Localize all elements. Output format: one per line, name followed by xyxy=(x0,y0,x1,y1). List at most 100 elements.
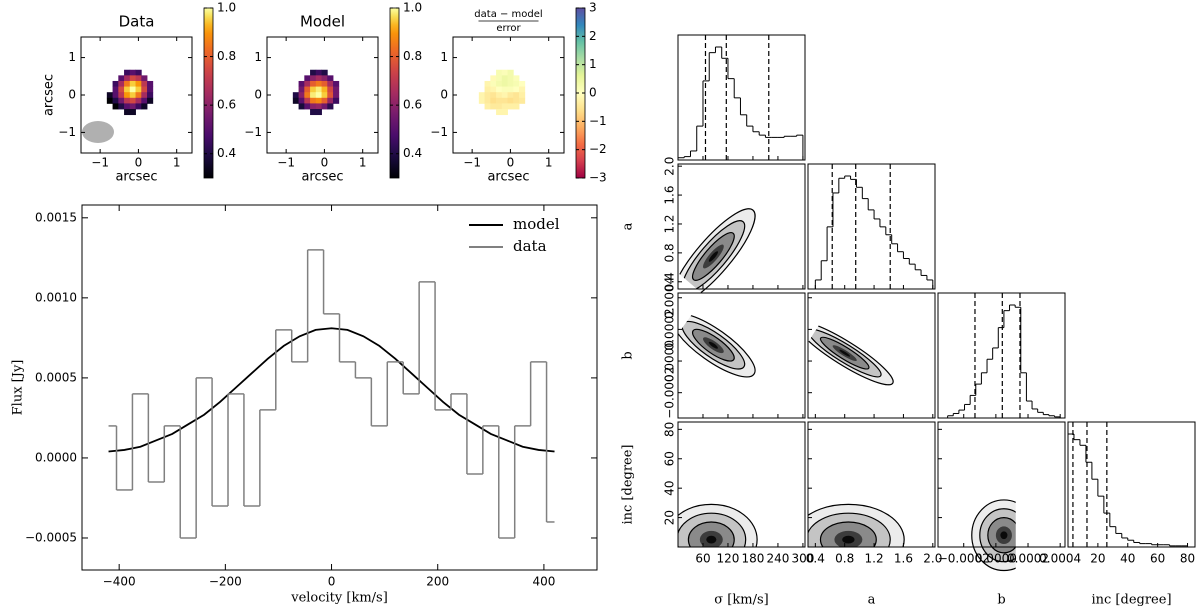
colorbar-tick-label: −2 xyxy=(589,142,607,156)
x-tick-label: 1.6 xyxy=(894,552,913,566)
pixel xyxy=(513,97,520,104)
pixel xyxy=(496,75,503,82)
pixel xyxy=(118,86,125,93)
pixel xyxy=(315,92,322,99)
pixel xyxy=(496,86,503,93)
colorbar-tick-label: 0.4 xyxy=(217,146,236,160)
pixel xyxy=(333,80,340,87)
x-tick-label: 0.8 xyxy=(835,552,854,566)
x-tick-label: 120 xyxy=(717,552,740,566)
y-axis-label: a xyxy=(621,222,636,230)
pixel xyxy=(124,80,131,87)
density-contour xyxy=(1000,531,1008,540)
x-tick-label: −1 xyxy=(91,156,109,170)
histogram-risers xyxy=(947,305,1061,418)
pixel xyxy=(118,103,125,110)
pixel xyxy=(135,103,142,110)
x-tick-label: −1 xyxy=(463,156,481,170)
pixel xyxy=(315,69,322,76)
pixel xyxy=(129,69,136,76)
pixel xyxy=(129,80,136,87)
y-tick-label: −1 xyxy=(244,125,262,139)
x-tick-label: −400 xyxy=(103,575,136,589)
pixel xyxy=(484,92,491,99)
pixel xyxy=(310,92,317,99)
pixel xyxy=(147,80,154,87)
y-tick-label: 1 xyxy=(440,50,448,64)
pixel xyxy=(304,97,311,104)
y-tick-label: 0.0004 xyxy=(663,277,677,319)
y-tick-label: 20 xyxy=(663,510,677,525)
pixel xyxy=(501,92,508,99)
x-axis-label: inc [degree] xyxy=(1091,593,1171,608)
density-contour xyxy=(708,341,718,349)
pixel xyxy=(135,80,142,87)
pixel xyxy=(135,92,142,99)
x-tick-label: 0 xyxy=(507,156,515,170)
pixel xyxy=(484,97,491,104)
colorbar xyxy=(389,7,400,179)
pixel xyxy=(292,92,299,99)
colorbar-tick-label: 0.4 xyxy=(403,146,422,160)
y-tick-label: 0.0002 xyxy=(663,308,677,350)
legend-label: model xyxy=(513,215,560,233)
pixel xyxy=(124,86,131,93)
pixel xyxy=(507,97,514,104)
title-denominator: error xyxy=(496,23,521,34)
pixel xyxy=(513,92,520,99)
pixel xyxy=(141,92,148,99)
colorbar-tick-label: 1 xyxy=(589,57,597,71)
pixel xyxy=(129,86,136,93)
pixel xyxy=(490,80,497,87)
pixel xyxy=(118,97,125,104)
y-tick-label: 0 xyxy=(68,88,76,102)
pixel xyxy=(513,86,520,93)
pixel xyxy=(501,103,508,110)
pixel xyxy=(484,103,491,110)
x-axis-label: a xyxy=(868,593,876,608)
pixel xyxy=(298,97,305,104)
colorbar-tick-label: 2 xyxy=(589,29,597,43)
pixel xyxy=(321,69,328,76)
pixel xyxy=(490,92,497,99)
pixel xyxy=(496,69,503,76)
x-axis-label: arcsec xyxy=(487,170,529,185)
x-tick-label: 0.0000 xyxy=(975,552,1017,566)
pixel xyxy=(124,97,131,104)
pixel xyxy=(315,80,322,87)
pixel xyxy=(112,80,119,87)
pixel xyxy=(327,86,334,93)
panel-frame xyxy=(1067,421,1196,548)
y-tick-label: 0 xyxy=(440,88,448,102)
y-tick-label: 1 xyxy=(254,50,262,64)
y-axis-label: b xyxy=(621,351,636,359)
pixel xyxy=(507,80,514,87)
colorbar xyxy=(203,7,214,179)
pixel xyxy=(321,80,328,87)
pixel xyxy=(496,97,503,104)
x-tick-label: −1 xyxy=(277,156,295,170)
x-tick-label: 0 xyxy=(135,156,143,170)
pixel xyxy=(327,80,334,87)
pixel xyxy=(124,103,131,110)
pixel xyxy=(501,109,508,116)
y-tick-label: 40 xyxy=(663,481,677,496)
beam xyxy=(82,121,114,143)
pixel xyxy=(310,75,317,82)
y-tick-label: 80 xyxy=(663,422,677,437)
pixel xyxy=(484,86,491,93)
step-risers xyxy=(115,249,548,538)
pixel xyxy=(478,92,485,99)
x-axis-label: σ [km/s] xyxy=(714,593,768,608)
pixel xyxy=(321,97,328,104)
pixel xyxy=(478,97,485,104)
x-tick-label: −0.0002 xyxy=(938,552,990,566)
pixel xyxy=(124,92,131,99)
pixel xyxy=(141,75,148,82)
pixel xyxy=(298,92,305,99)
pixel xyxy=(304,86,311,93)
x-tick-label: 0 xyxy=(321,156,329,170)
pixel xyxy=(519,92,526,99)
pixel xyxy=(147,92,154,99)
pixel xyxy=(519,80,526,87)
